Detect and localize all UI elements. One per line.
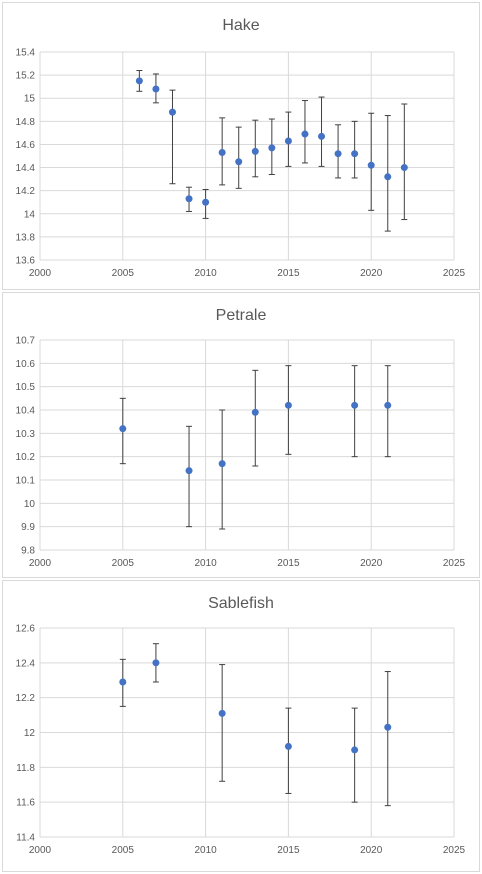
data-point <box>384 401 392 409</box>
y-tick-label: 10.5 <box>16 382 36 393</box>
data-point <box>384 723 392 731</box>
x-tick-label: 2000 <box>29 845 52 856</box>
x-tick-label: 2020 <box>360 558 383 569</box>
x-tick-label: 2010 <box>194 845 217 856</box>
hake-chart: Hake 13.6 13.8 14 14.2 14.4 14.6 14.8 15 15.2 15.… <box>2 2 480 290</box>
y-tick-label: 10.4 <box>16 406 36 417</box>
x-tick-label: 2005 <box>112 558 135 569</box>
data-point <box>284 401 292 409</box>
data-point <box>185 467 193 475</box>
data-point <box>218 460 226 468</box>
x-tick-label: 2015 <box>277 558 300 569</box>
x-tick-label: 2025 <box>443 558 466 569</box>
data-point <box>218 149 226 157</box>
x-tick-label: 2025 <box>443 268 466 279</box>
petrale-plot-area: 9.8 9.9 10 10.1 10.2 10.3 10.4 10.5 10.6 10.7 2000… <box>16 336 466 570</box>
y-tick-label: 13.8 <box>16 232 36 243</box>
sablefish-plot-area: 11.4 11.6 11.8 12 12.2 12.4 12.6 2000 2005 2010 20… <box>16 624 466 857</box>
data-point <box>318 132 326 140</box>
x-tick-label: 2010 <box>194 268 217 279</box>
y-tick-label: 11.8 <box>16 763 35 774</box>
x-tick-label: 2000 <box>29 558 52 569</box>
chart-title: Petrale <box>215 307 267 324</box>
chart-title: Hake <box>222 17 260 34</box>
y-tick-label: 9.9 <box>21 522 35 533</box>
x-tick-label: 2005 <box>112 845 135 856</box>
y-tick-label: 15.4 <box>16 48 36 59</box>
chart-title: Sablefish <box>208 595 274 612</box>
x-tick-label: 2020 <box>360 268 383 279</box>
y-tick-label: 14.2 <box>16 186 36 197</box>
data-point <box>152 659 160 667</box>
sablefish-chart: Sablefish 11.4 11.6 11.8 12 12.2 12.4 12.6 2000… <box>2 580 480 872</box>
data-point <box>119 678 127 686</box>
y-tick-label: 12.6 <box>16 624 36 635</box>
y-tick-label: 10.2 <box>16 452 36 463</box>
data-point <box>168 108 176 116</box>
y-tick-label: 12.4 <box>16 658 36 669</box>
y-tick-label: 10.7 <box>16 336 36 347</box>
data-point <box>351 150 359 158</box>
y-tick-label: 9.8 <box>21 546 35 557</box>
data-point <box>284 137 292 145</box>
y-tick-label: 13.6 <box>16 256 36 267</box>
x-tick-label: 2025 <box>443 845 466 856</box>
petrale-chart: Petrale 9.8 9.9 10 10.1 10.2 10.3 10.4 10.5 10.6… <box>2 292 480 578</box>
data-point <box>235 158 243 166</box>
x-tick-label: 2015 <box>277 268 300 279</box>
data-point <box>301 130 309 138</box>
y-tick-label: 11.4 <box>16 833 35 844</box>
x-tick-label: 2020 <box>360 845 383 856</box>
y-tick-label: 12.2 <box>16 693 36 704</box>
data-point <box>400 164 408 172</box>
data-point <box>351 746 359 754</box>
y-tick-label: 10.3 <box>16 429 36 440</box>
x-tick-label: 2005 <box>112 268 135 279</box>
data-point <box>251 408 259 416</box>
data-point <box>152 85 160 93</box>
data-point <box>284 742 292 750</box>
y-tick-label: 14 <box>24 209 36 220</box>
x-tick-label: 2015 <box>277 845 300 856</box>
hake-plot-area: 13.6 13.8 14 14.2 14.4 14.6 14.8 15 15.2 15.4 2000… <box>16 48 466 280</box>
y-tick-label: 11.6 <box>16 798 35 809</box>
data-point <box>367 161 375 169</box>
y-tick-label: 14.8 <box>16 117 36 128</box>
data-point <box>251 147 259 155</box>
y-tick-label: 14.6 <box>16 140 36 151</box>
data-point <box>351 401 359 409</box>
y-tick-label: 15 <box>24 94 36 105</box>
data-point <box>384 173 392 181</box>
y-tick-label: 15.2 <box>16 71 36 82</box>
y-tick-label: 12 <box>24 728 36 739</box>
data-point <box>119 425 127 433</box>
data-point <box>185 195 193 203</box>
y-tick-label: 14.4 <box>16 163 36 174</box>
data-point <box>135 77 143 85</box>
y-tick-label: 10.6 <box>16 359 36 370</box>
y-tick-label: 10.1 <box>16 476 36 487</box>
x-tick-label: 2010 <box>194 558 217 569</box>
y-tick-label: 10 <box>24 499 36 510</box>
x-tick-label: 2000 <box>29 268 52 279</box>
data-point <box>218 709 226 717</box>
data-point <box>202 198 210 206</box>
data-point <box>334 150 342 158</box>
data-point <box>268 144 276 152</box>
